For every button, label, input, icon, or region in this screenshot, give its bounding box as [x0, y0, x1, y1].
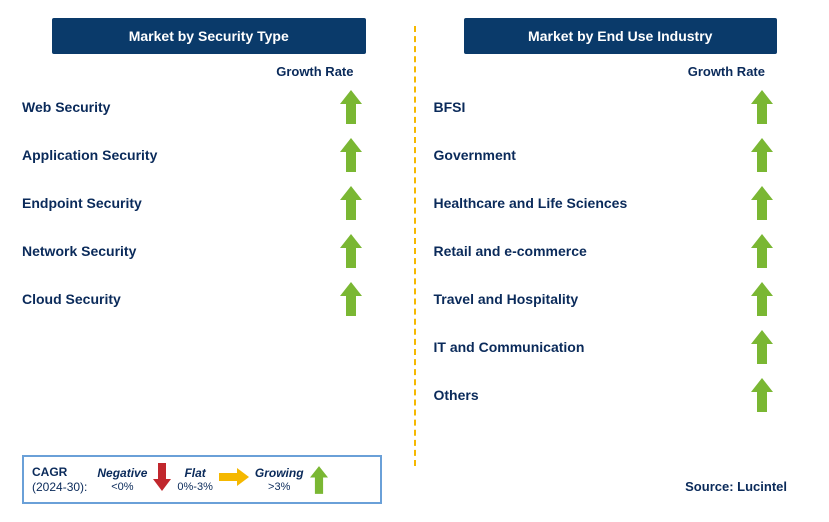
legend-segment-label: Negative — [97, 466, 147, 480]
legend-segment-range: 0%-3% — [177, 481, 212, 493]
cagr-legend: CAGR(2024-30): Negative<0% Flat0%-3% Gro… — [22, 455, 382, 504]
arrow-up-icon — [340, 282, 362, 316]
market-item-row: Web Security — [22, 87, 396, 127]
market-item-row: Healthcare and Life Sciences — [434, 183, 808, 223]
legend-icon — [153, 463, 171, 496]
item-list-left: Web Security Application Security Endpoi… — [22, 87, 396, 327]
panel-security-type: Market by Security Type Growth Rate Web … — [22, 18, 414, 504]
growth-indicator — [717, 330, 807, 364]
growth-indicator — [306, 234, 396, 268]
arrow-up-icon — [340, 234, 362, 268]
source-attribution: Source: Lucintel — [434, 479, 808, 504]
market-item-label: IT and Communication — [434, 338, 585, 356]
market-item-row: Others — [434, 375, 808, 415]
growth-indicator — [717, 186, 807, 220]
growth-indicator — [717, 378, 807, 412]
market-item-row: Network Security — [22, 231, 396, 271]
arrow-up-icon — [751, 234, 773, 268]
growth-rate-header-right: Growth Rate — [434, 64, 808, 79]
arrow-up-icon — [751, 330, 773, 364]
market-item-label: Endpoint Security — [22, 194, 142, 212]
legend-segment: Negative<0% — [97, 466, 147, 493]
growth-indicator — [717, 90, 807, 124]
market-item-row: Endpoint Security — [22, 183, 396, 223]
arrow-up-icon — [751, 378, 773, 412]
legend-prefix: CAGR(2024-30): — [32, 465, 87, 495]
market-item-label: Cloud Security — [22, 290, 121, 308]
growth-indicator — [306, 186, 396, 220]
market-item-row: IT and Communication — [434, 327, 808, 367]
market-item-label: Others — [434, 386, 479, 404]
market-item-label: Network Security — [22, 242, 136, 260]
market-item-label: Travel and Hospitality — [434, 290, 579, 308]
arrow-up-icon — [340, 186, 362, 220]
panel-end-use-industry: Market by End Use Industry Growth Rate B… — [416, 18, 808, 504]
panel-title-right: Market by End Use Industry — [464, 18, 778, 54]
legend-segment: Flat0%-3% — [177, 466, 212, 493]
growth-indicator — [717, 234, 807, 268]
growth-indicator — [717, 282, 807, 316]
arrow-down-icon — [153, 463, 171, 491]
market-item-label: Retail and e-commerce — [434, 242, 587, 260]
arrow-right-icon — [219, 468, 249, 486]
growth-indicator — [306, 138, 396, 172]
legend-icon — [310, 466, 328, 494]
arrow-up-icon — [310, 466, 328, 494]
market-item-row: Cloud Security — [22, 279, 396, 319]
panel-title-left: Market by Security Type — [52, 18, 366, 54]
legend-icon — [219, 468, 249, 491]
market-item-row: Retail and e-commerce — [434, 231, 808, 271]
arrow-up-icon — [751, 138, 773, 172]
market-item-row: BFSI — [434, 87, 808, 127]
legend-segment-label: Growing — [255, 466, 304, 480]
legend-segment-range: >3% — [268, 481, 290, 493]
market-item-row: Government — [434, 135, 808, 175]
growth-indicator — [717, 138, 807, 172]
market-item-label: Government — [434, 146, 516, 164]
market-item-label: Web Security — [22, 98, 110, 116]
market-item-label: Application Security — [22, 146, 157, 164]
growth-indicator — [306, 282, 396, 316]
market-item-label: BFSI — [434, 98, 466, 116]
arrow-up-icon — [340, 138, 362, 172]
market-item-row: Application Security — [22, 135, 396, 175]
legend-segment: Growing>3% — [255, 466, 304, 493]
arrow-up-icon — [751, 282, 773, 316]
legend-segment-range: <0% — [111, 481, 133, 493]
arrow-up-icon — [340, 90, 362, 124]
legend-segment-label: Flat — [184, 466, 205, 480]
item-list-right: BFSI Government Healthcare and Life Scie… — [434, 87, 808, 423]
market-item-row: Travel and Hospitality — [434, 279, 808, 319]
arrow-up-icon — [751, 90, 773, 124]
arrow-up-icon — [751, 186, 773, 220]
market-item-label: Healthcare and Life Sciences — [434, 194, 628, 212]
growth-indicator — [306, 90, 396, 124]
growth-rate-header-left: Growth Rate — [22, 64, 396, 79]
